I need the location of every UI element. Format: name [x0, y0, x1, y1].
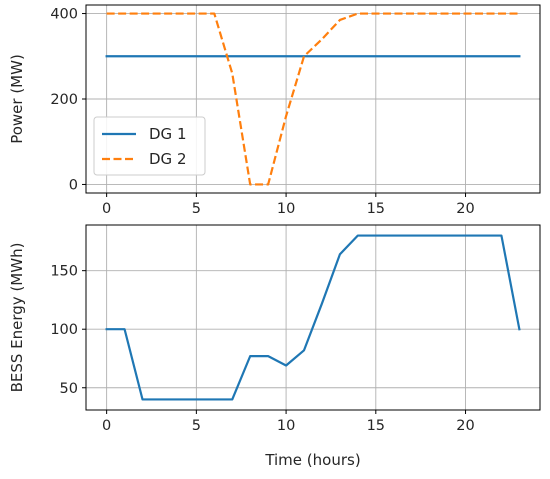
- legend: DG 1 DG 2: [93, 116, 206, 176]
- y-tick-label: 100: [50, 322, 78, 338]
- x-tick-label: 15: [367, 201, 385, 217]
- y-tick-label: 50: [60, 381, 78, 397]
- x-tick-label: 15: [367, 418, 385, 434]
- legend-box: [93, 116, 206, 176]
- y-axis-label: BESS Energy (MWh): [8, 243, 26, 393]
- legend-label: DG 2: [149, 150, 187, 168]
- x-axis-label: Time (hours): [264, 451, 360, 469]
- x-tick-label: 5: [192, 418, 201, 434]
- x-tick-label: 0: [102, 201, 111, 217]
- y-tick-label: 200: [50, 92, 78, 108]
- series-line-1: [105, 234, 521, 401]
- plot-panel-2: 0 5 10 15 20 50 100 150 BESS Energy (MWh) Time (h…: [8, 224, 541, 469]
- axes-frame: [85, 224, 541, 411]
- x-tick-label: 20: [456, 418, 474, 434]
- x-tick-label: 0: [102, 418, 111, 434]
- y-tick-label: 400: [50, 7, 78, 23]
- legend-label: DG 1: [149, 125, 187, 143]
- y-tick-label: 0: [69, 177, 78, 193]
- y-tick-label: 150: [50, 264, 78, 280]
- y-axis-label: Power (MW): [8, 54, 26, 144]
- x-tick-label: 10: [277, 201, 295, 217]
- x-tick-label: 20: [456, 201, 474, 217]
- x-tick-label: 5: [192, 201, 201, 217]
- x-tick-label: 10: [277, 418, 295, 434]
